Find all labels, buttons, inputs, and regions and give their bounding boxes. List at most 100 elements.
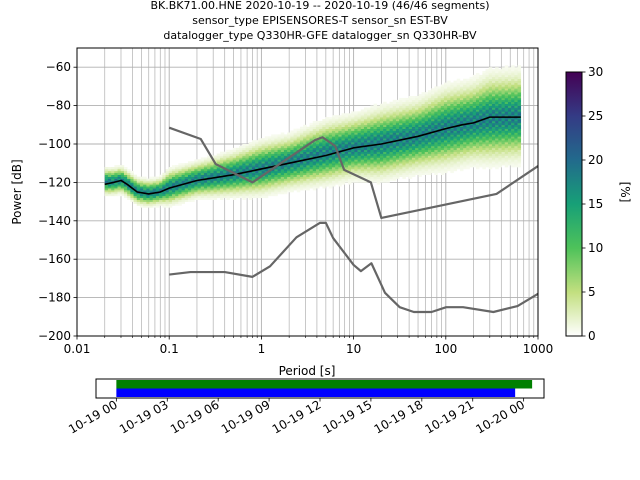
heatmap-cell [491, 165, 496, 168]
heatmap-cell [325, 178, 330, 181]
heatmap-cell [469, 117, 474, 120]
heatmap-cell [392, 167, 397, 170]
heatmap-cell [267, 190, 272, 193]
heatmap-cell [491, 105, 496, 108]
heatmap-cell [511, 145, 515, 149]
heatmap-cell [258, 144, 262, 147]
heatmap-cell [472, 163, 477, 166]
heatmap-cell [207, 188, 211, 191]
heatmap-cell [299, 167, 304, 170]
heatmap-cell [303, 178, 307, 181]
heatmap-cell [447, 80, 451, 83]
y-tick-label: −160 [38, 252, 71, 266]
heatmap-cell [159, 195, 163, 199]
heatmap-cell [178, 203, 182, 206]
heatmap-cell [197, 188, 202, 191]
heatmap-cell [450, 107, 454, 110]
heatmap-cell [498, 96, 502, 99]
heatmap-cell [360, 115, 365, 118]
heatmap-cell [491, 153, 496, 156]
heatmap-cell [242, 172, 246, 176]
heatmap-cell [280, 192, 285, 195]
heatmap-cell [197, 165, 202, 168]
heatmap-cell [450, 88, 454, 91]
heatmap-cell [479, 115, 483, 118]
heatmap-cell [482, 96, 486, 99]
heatmap-cell [482, 165, 486, 168]
heatmap-cell [143, 203, 147, 206]
heatmap-cell [290, 132, 294, 135]
heatmap-cell [507, 144, 512, 147]
heatmap-cell [443, 109, 448, 112]
heatmap-cell [463, 126, 467, 129]
heatmap-cell [408, 105, 413, 108]
heatmap-cell [408, 120, 413, 124]
heatmap-cell [149, 205, 154, 208]
heatmap-cell [389, 122, 394, 126]
heatmap-cell [111, 176, 115, 179]
heatmap-cell [495, 88, 499, 91]
heatmap-cell [495, 96, 499, 99]
heatmap-cell [453, 88, 458, 91]
heatmap-cell [312, 130, 317, 133]
heatmap-cell [399, 168, 403, 172]
heatmap-cell [507, 159, 512, 162]
heatmap-cell [216, 174, 221, 177]
heatmap-cell [235, 168, 240, 172]
heatmap-cell [351, 124, 355, 128]
heatmap-cell [296, 176, 301, 179]
heatmap-cell [258, 145, 262, 149]
heatmap-cell [504, 120, 509, 124]
heatmap-cell [261, 180, 266, 183]
heatmap-cell [395, 103, 400, 106]
heatmap-cell [511, 71, 515, 74]
heatmap-cell [203, 193, 208, 197]
heatmap-cell [239, 149, 243, 152]
heatmap-cell [178, 170, 182, 174]
heatmap-cell [399, 161, 403, 164]
heatmap-cell [338, 142, 342, 145]
heatmap-cell [322, 163, 326, 166]
heatmap-cell [459, 94, 464, 97]
heatmap-cell [309, 178, 314, 181]
heatmap-cell [255, 157, 259, 160]
heatmap-cell [245, 159, 250, 162]
heatmap-cell [437, 157, 442, 160]
heatmap-cell [290, 136, 294, 139]
heatmap-cell [485, 157, 490, 160]
heatmap-cell [399, 144, 403, 147]
heatmap-cell [383, 111, 387, 114]
heatmap-cell [242, 157, 246, 160]
heatmap-cell [274, 144, 278, 147]
heatmap-cell [399, 132, 403, 135]
heatmap-cell [379, 111, 384, 114]
heatmap-cell [255, 186, 259, 189]
heatmap-cell [504, 117, 509, 120]
heatmap-cell [373, 159, 378, 162]
heatmap-cell [203, 172, 208, 176]
heatmap-cell [501, 117, 506, 120]
heatmap-cell [107, 168, 112, 172]
heatmap-cell [114, 186, 118, 189]
heatmap-cell [479, 140, 483, 143]
heatmap-cell [482, 76, 486, 80]
heatmap-cell [485, 76, 490, 80]
heatmap-cell [136, 195, 141, 199]
heatmap-cell [306, 159, 310, 162]
heatmap-cell [315, 157, 320, 160]
heatmap-cell [283, 142, 288, 145]
heatmap-cell [379, 124, 384, 128]
heatmap-cell [447, 130, 451, 133]
heatmap-cell [370, 105, 374, 108]
heatmap-cell [504, 92, 509, 95]
heatmap-cell [335, 124, 339, 128]
heatmap-cell [322, 144, 326, 147]
heatmap-cell [399, 167, 403, 170]
heatmap-cell [104, 167, 109, 170]
heatmap-cell [475, 128, 480, 131]
heatmap-cell [399, 119, 403, 122]
heatmap-cell [248, 193, 253, 197]
heatmap-cell [267, 165, 272, 168]
heatmap-cell [392, 119, 397, 122]
heatmap-cell [479, 101, 483, 104]
